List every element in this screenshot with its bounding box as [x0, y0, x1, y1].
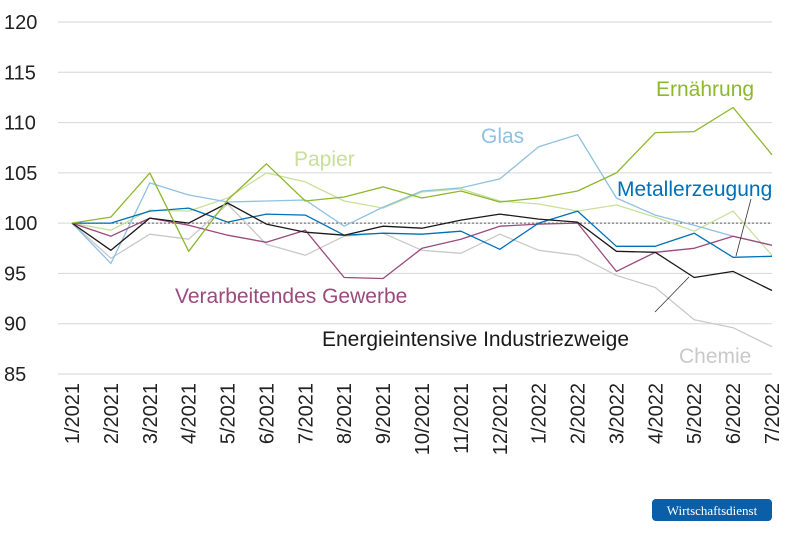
y-axis-ticks: 85 90 95 100 105 110 115 120	[4, 12, 37, 386]
y-tick-label: 110	[4, 113, 36, 135]
y-tick-label: 100	[4, 213, 37, 235]
x-tick-label: 7/2021	[295, 383, 317, 444]
label-metallerzeugung: Metallerzeugung	[617, 178, 772, 201]
y-tick-label: 85	[4, 364, 26, 386]
label-papier: Papier	[294, 148, 355, 171]
leader-line-energieintensive	[654, 276, 690, 313]
label-glas: Glas	[481, 125, 524, 148]
leader-line-metallerzeugung	[735, 198, 752, 257]
x-tick-label: 11/2021	[451, 383, 473, 454]
logo-badge: Wirtschaftsdienst	[652, 499, 772, 521]
series-labels: Ernährung Glas Papier Metallerzeugung Ve…	[175, 78, 772, 368]
x-axis-ticks: 1/2021 2/2021 3/2021 4/2021 5/2021 6/2021 7/20…	[62, 383, 784, 455]
x-tick-label: 7/2022	[762, 383, 784, 444]
y-tick-label: 95	[4, 263, 26, 285]
series-line-glas	[71, 133, 773, 265]
series-line-papier	[71, 172, 773, 256]
x-tick-label: 1/2021	[62, 383, 84, 444]
label-ernaehrung: Ernährung	[656, 78, 754, 101]
x-tick-label: 6/2022	[723, 383, 745, 444]
x-tick-label: 9/2021	[373, 383, 395, 444]
x-tick-label: 4/2021	[179, 383, 201, 444]
y-tick-label: 120	[4, 12, 37, 34]
label-energieintensive: Energieintensive Industriezweige	[322, 328, 629, 351]
series-lines	[71, 106, 773, 348]
x-tick-label: 3/2022	[606, 383, 628, 444]
series-line-ernährung	[71, 106, 773, 252]
logo-text: Wirtschaftsdienst	[667, 503, 758, 518]
x-tick-label: 1/2022	[529, 383, 551, 444]
x-tick-label: 5/2021	[218, 383, 240, 444]
x-tick-label: 10/2021	[412, 383, 434, 455]
y-tick-label: 105	[4, 163, 37, 185]
series-line-chemie	[71, 203, 773, 348]
y-tick-label: 90	[4, 314, 26, 336]
x-tick-label: 5/2022	[684, 383, 706, 444]
label-verarbeitendes-gewerbe: Verarbeitendes Gewerbe	[175, 285, 407, 308]
x-tick-label: 6/2021	[256, 383, 278, 444]
label-chemie: Chemie	[679, 345, 751, 368]
x-tick-label: 12/2021	[490, 383, 512, 455]
x-tick-label: 2/2021	[101, 383, 123, 444]
x-tick-label: 4/2022	[645, 383, 667, 444]
series-line-energieintensive-industriezweige	[71, 202, 773, 292]
x-tick-label: 8/2021	[334, 383, 356, 444]
x-tick-label: 3/2021	[140, 383, 162, 444]
x-tick-label: 2/2022	[568, 383, 590, 444]
y-tick-label: 115	[4, 62, 36, 84]
series-line-metallerzeugung	[72, 207, 773, 258]
